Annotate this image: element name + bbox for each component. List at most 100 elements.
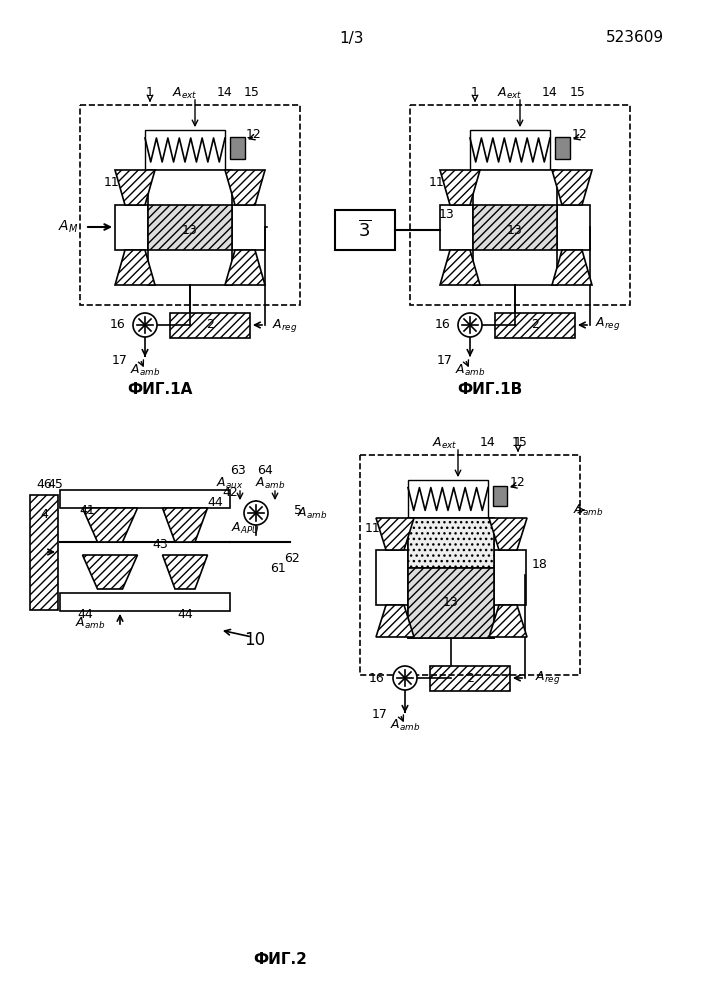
- Bar: [440, 205, 478, 250]
- Polygon shape: [82, 555, 138, 589]
- Text: 11: 11: [429, 176, 445, 190]
- Polygon shape: [115, 250, 155, 285]
- Text: 12: 12: [510, 477, 526, 489]
- Text: $A_{amb}$: $A_{amb}$: [255, 475, 285, 491]
- Polygon shape: [552, 170, 592, 205]
- Text: 16: 16: [435, 318, 451, 332]
- Text: $A_{APU}$: $A_{APU}$: [231, 520, 259, 536]
- Text: $A_{ext}$: $A_{ext}$: [432, 435, 458, 451]
- Text: ФИГ.1В: ФИГ.1В: [458, 382, 522, 397]
- Text: $A_{amb}$: $A_{amb}$: [390, 717, 420, 733]
- Text: 13: 13: [182, 224, 198, 236]
- Text: 2: 2: [466, 672, 474, 684]
- Text: 41: 41: [79, 504, 95, 516]
- Polygon shape: [115, 170, 155, 205]
- Text: 16: 16: [369, 672, 385, 684]
- Text: 43: 43: [152, 538, 168, 552]
- Bar: [227, 205, 265, 250]
- Bar: [376, 550, 412, 605]
- Text: $A_{amb}$: $A_{amb}$: [573, 502, 603, 518]
- Polygon shape: [225, 250, 265, 285]
- Text: 14: 14: [217, 87, 233, 100]
- Text: $A_{ext}$: $A_{ext}$: [497, 85, 523, 101]
- Bar: [148, 205, 232, 250]
- Bar: [495, 313, 575, 338]
- Text: $A_{reg}$: $A_{reg}$: [535, 670, 561, 686]
- Text: 17: 17: [437, 354, 453, 366]
- Text: 61: 61: [270, 562, 286, 574]
- Bar: [493, 486, 507, 506]
- Polygon shape: [489, 518, 527, 550]
- Text: 17: 17: [112, 354, 128, 366]
- Text: 14: 14: [480, 436, 496, 450]
- Polygon shape: [489, 605, 527, 637]
- Bar: [473, 205, 557, 250]
- Text: 2: 2: [206, 318, 214, 332]
- Text: 18: 18: [532, 558, 548, 572]
- Text: 11: 11: [365, 522, 381, 534]
- Bar: [552, 205, 590, 250]
- Bar: [115, 205, 153, 250]
- Text: 1: 1: [514, 436, 522, 450]
- Text: $\overline{3}$: $\overline{3}$: [359, 220, 372, 240]
- Bar: [473, 170, 557, 285]
- Text: ФИГ.1А: ФИГ.1А: [127, 382, 193, 397]
- Bar: [335, 210, 395, 250]
- Bar: [230, 137, 245, 159]
- Bar: [30, 495, 58, 610]
- Text: 44: 44: [177, 608, 193, 621]
- Polygon shape: [440, 170, 480, 205]
- Text: $A_{amb}$: $A_{amb}$: [75, 615, 105, 631]
- Text: 44: 44: [207, 496, 223, 510]
- Bar: [408, 480, 488, 518]
- Polygon shape: [376, 605, 414, 637]
- Bar: [408, 518, 494, 568]
- Text: 1: 1: [471, 87, 479, 100]
- Text: 63: 63: [230, 464, 246, 477]
- Polygon shape: [440, 250, 480, 285]
- Bar: [555, 137, 570, 159]
- Text: $A_{amb}$: $A_{amb}$: [455, 362, 485, 378]
- Text: 14: 14: [542, 87, 558, 100]
- Text: 2: 2: [531, 318, 539, 332]
- Text: $A_{aux}$: $A_{aux}$: [217, 475, 244, 491]
- Bar: [430, 666, 510, 691]
- Text: ФИГ.2: ФИГ.2: [253, 952, 307, 968]
- Text: 62: 62: [284, 552, 300, 564]
- Text: 45: 45: [47, 479, 63, 491]
- Bar: [410, 105, 630, 305]
- Text: 12: 12: [246, 128, 262, 141]
- Bar: [60, 490, 230, 508]
- Text: 13: 13: [443, 595, 459, 608]
- Circle shape: [133, 313, 157, 337]
- Text: 46: 46: [36, 479, 52, 491]
- Bar: [470, 130, 550, 170]
- Bar: [360, 455, 580, 675]
- Text: 12: 12: [572, 128, 588, 141]
- Polygon shape: [82, 508, 138, 542]
- Bar: [490, 550, 526, 605]
- Text: 13: 13: [507, 224, 523, 236]
- Bar: [145, 130, 225, 170]
- Text: 15: 15: [512, 436, 528, 450]
- Text: $A_{amb}$: $A_{amb}$: [130, 362, 160, 378]
- Text: 64: 64: [257, 464, 273, 477]
- Bar: [408, 518, 494, 638]
- Text: 523609: 523609: [606, 30, 664, 45]
- Polygon shape: [162, 555, 207, 589]
- Text: 17: 17: [372, 708, 388, 722]
- Text: 4: 4: [40, 508, 48, 522]
- Text: 15: 15: [244, 87, 260, 100]
- Text: $A_{reg}$: $A_{reg}$: [595, 314, 621, 332]
- Circle shape: [458, 313, 482, 337]
- Bar: [60, 593, 230, 611]
- Text: $A_{ext}$: $A_{ext}$: [172, 85, 198, 101]
- Bar: [80, 105, 300, 305]
- Text: 1: 1: [146, 87, 154, 100]
- Text: 44: 44: [77, 608, 93, 621]
- Circle shape: [393, 666, 417, 690]
- Bar: [408, 568, 494, 638]
- Text: 13: 13: [439, 209, 455, 222]
- Text: 11: 11: [104, 176, 120, 190]
- Polygon shape: [162, 508, 207, 542]
